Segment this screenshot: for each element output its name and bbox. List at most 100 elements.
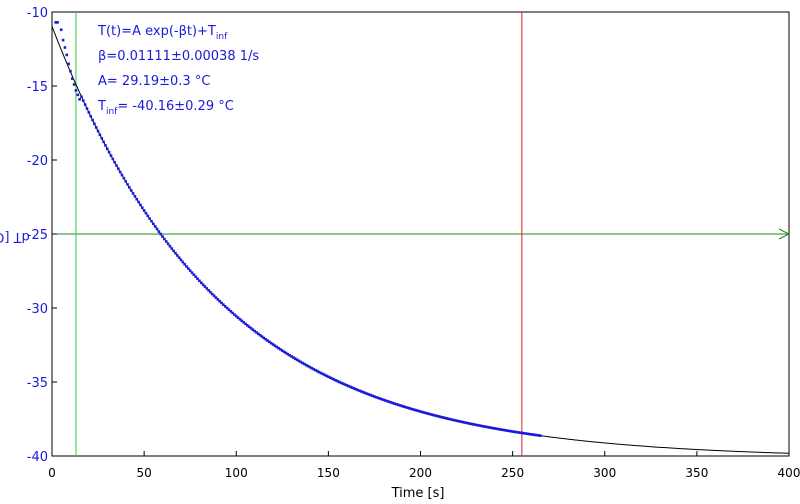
data-point — [124, 180, 127, 183]
data-point — [203, 285, 207, 288]
annotation-tinf-sub: inf — [106, 107, 118, 117]
data-point — [271, 343, 275, 346]
data-point — [148, 217, 151, 220]
annotation-tinf: Tinf= -40.16±0.29 °C — [97, 99, 234, 117]
data-point — [290, 355, 293, 358]
data-point — [236, 316, 240, 320]
data-point — [185, 265, 188, 268]
data-point — [367, 393, 371, 396]
data-point — [526, 432, 529, 436]
data-point — [76, 93, 80, 97]
data-point — [175, 254, 179, 257]
data-point — [505, 429, 509, 432]
data-point — [527, 432, 531, 436]
data-point — [122, 176, 126, 180]
annotation-tinf-main: T — [97, 99, 106, 114]
data-point — [249, 326, 253, 330]
data-point — [347, 384, 350, 388]
data-point — [380, 397, 384, 401]
annotation-model-main: T(t)=A exp(-βt)+T — [97, 24, 216, 39]
x-tick-label: 400 — [778, 466, 800, 480]
data-point — [314, 368, 317, 372]
data-point — [478, 424, 481, 427]
data-point — [317, 370, 321, 374]
data-point — [345, 384, 349, 387]
data-point — [179, 258, 183, 262]
data-point — [168, 244, 172, 248]
data-point — [242, 321, 245, 324]
data-point — [142, 209, 146, 212]
data-point — [336, 379, 339, 383]
data-point — [332, 378, 336, 381]
data-point — [338, 380, 341, 384]
data-point — [395, 402, 398, 406]
data-point — [293, 357, 297, 360]
annotation-model: T(t)=A exp(-βt)+Tinf — [97, 24, 228, 42]
data-point — [214, 296, 218, 299]
y-tick-label: -40 — [27, 450, 48, 465]
data-point — [201, 283, 205, 286]
data-point — [435, 414, 439, 418]
data-point — [247, 325, 251, 329]
data-point — [140, 206, 144, 210]
data-point — [225, 306, 229, 310]
data-point — [161, 235, 164, 238]
data-point — [78, 98, 81, 101]
data-point — [422, 411, 426, 414]
data-point — [319, 371, 323, 375]
data-point — [426, 412, 430, 415]
data-point — [257, 332, 260, 336]
data-point — [356, 388, 360, 392]
data-point — [93, 122, 96, 126]
data-point — [150, 219, 153, 223]
data-point — [446, 417, 450, 421]
data-point — [386, 399, 389, 403]
data-point — [312, 367, 315, 371]
data-point — [409, 407, 413, 411]
data-point — [135, 197, 139, 201]
data-point — [415, 409, 419, 412]
data-point — [358, 389, 361, 393]
x-tick-label: 300 — [593, 466, 616, 480]
data-point — [115, 164, 118, 167]
data-point — [253, 329, 256, 333]
data-point — [327, 375, 330, 379]
data-point — [65, 53, 69, 57]
data-point — [70, 77, 74, 80]
y-axis-ticks: -10 -15 -20 -25 -30 -35 -40 — [27, 6, 57, 465]
data-point — [266, 339, 269, 342]
data-point — [430, 413, 433, 416]
data-point — [157, 230, 161, 233]
data-point — [400, 404, 404, 408]
data-point — [273, 344, 277, 348]
data-point — [341, 382, 345, 385]
data-point — [284, 351, 288, 355]
data-point — [330, 377, 334, 380]
data-point — [139, 203, 142, 207]
data-point — [212, 294, 216, 298]
data-point — [172, 249, 175, 253]
data-point — [465, 421, 468, 425]
data-point — [421, 410, 424, 414]
data-point — [128, 186, 131, 189]
data-point — [439, 415, 443, 419]
data-point — [452, 418, 455, 422]
data-point — [417, 409, 420, 413]
data-point — [120, 173, 124, 177]
data-point — [424, 411, 428, 415]
data-point — [432, 413, 435, 417]
data-point — [207, 289, 210, 292]
data-point — [301, 361, 304, 365]
x-tick-label: 350 — [685, 466, 708, 480]
data-point — [467, 421, 470, 425]
data-point — [295, 358, 299, 362]
data-point — [354, 387, 358, 391]
annotation-tinf-value: = -40.16±0.29 °C — [117, 99, 233, 114]
data-point — [433, 414, 437, 417]
data-point — [155, 227, 159, 231]
data-point — [443, 416, 446, 420]
data-point — [196, 277, 199, 281]
data-point — [489, 426, 492, 429]
data-point — [513, 430, 516, 434]
data-point — [518, 431, 522, 434]
